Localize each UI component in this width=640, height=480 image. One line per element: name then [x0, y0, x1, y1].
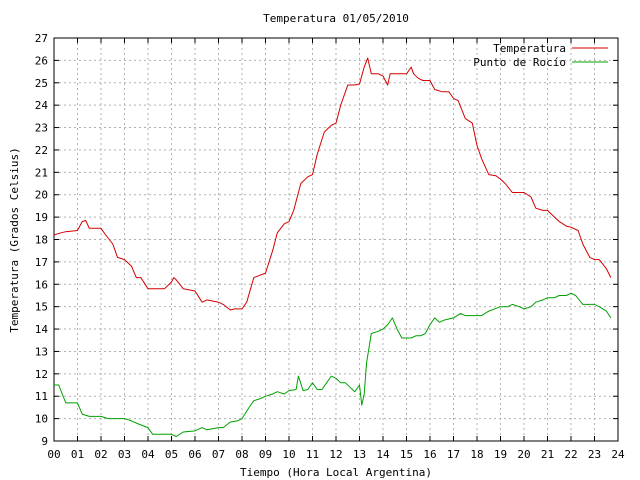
- y-tick-label: 13: [35, 345, 48, 358]
- x-tick-label: 04: [141, 448, 155, 461]
- grid-lines: [54, 38, 618, 441]
- x-tick-label: 20: [517, 448, 530, 461]
- x-tick-label: 17: [447, 448, 460, 461]
- x-tick-label: 16: [423, 448, 436, 461]
- y-tick-label: 22: [35, 144, 48, 157]
- x-tick-label: 21: [541, 448, 554, 461]
- x-tick-label: 02: [94, 448, 107, 461]
- x-tick-label: 22: [564, 448, 577, 461]
- x-tick-label: 23: [588, 448, 601, 461]
- legend-entry-punto-de-rocio: Punto de Rocío: [473, 56, 608, 69]
- axis-ticks: [53, 37, 619, 442]
- x-tick-label: 11: [306, 448, 319, 461]
- x-tick-label: 10: [282, 448, 295, 461]
- y-tick-label: 12: [35, 368, 48, 381]
- x-tick-label: 19: [494, 448, 507, 461]
- x-tick-label: 00: [47, 448, 60, 461]
- x-tick-label: 13: [353, 448, 366, 461]
- x-axis-title: Tiempo (Hora Local Argentina): [240, 466, 432, 479]
- y-axis-tick-labels: 9 10 11 12 13 14 15 16 17 18 19 20 21 22 23 24 25 26 27: [35, 32, 49, 448]
- legend-entry-temperatura: Temperatura: [493, 42, 608, 55]
- y-tick-label: 15: [35, 301, 48, 314]
- y-tick-label: 14: [35, 323, 49, 336]
- y-tick-label: 17: [35, 256, 48, 269]
- y-tick-label: 23: [35, 122, 48, 135]
- y-tick-label: 10: [35, 413, 48, 426]
- x-tick-label: 12: [329, 448, 342, 461]
- x-tick-label: 14: [376, 448, 390, 461]
- y-tick-label: 18: [35, 234, 48, 247]
- x-tick-label: 05: [165, 448, 178, 461]
- y-tick-label: 27: [35, 32, 48, 45]
- series-line-temperatura: [53, 57, 612, 311]
- y-axis-title: Temperatura (Grados Celsius): [8, 147, 21, 332]
- y-tick-label: 11: [35, 390, 48, 403]
- y-tick-label: 21: [35, 166, 48, 179]
- legend-label-punto-de-rocio: Punto de Rocío: [473, 56, 566, 69]
- legend-label-temperatura: Temperatura: [493, 42, 566, 55]
- y-tick-label: 24: [35, 99, 49, 112]
- chart-title: Temperatura 01/05/2010: [263, 12, 409, 25]
- x-tick-label: 09: [259, 448, 272, 461]
- legend: Temperatura Punto de Rocío: [473, 42, 608, 69]
- x-tick-label: 07: [212, 448, 225, 461]
- x-tick-label: 18: [470, 448, 483, 461]
- x-tick-label: 01: [71, 448, 84, 461]
- y-tick-label: 25: [35, 77, 48, 90]
- y-tick-label: 26: [35, 54, 48, 67]
- x-tick-label: 03: [118, 448, 131, 461]
- x-tick-label: 08: [235, 448, 248, 461]
- y-tick-label: 9: [41, 435, 48, 448]
- x-tick-label: 06: [188, 448, 201, 461]
- y-tick-label: 16: [35, 278, 48, 291]
- x-tick-label: 24: [611, 448, 625, 461]
- x-tick-label: 15: [400, 448, 413, 461]
- y-tick-label: 19: [35, 211, 48, 224]
- x-axis-tick-labels: 00 01 02 03 04 05 06 07 08 09 10 11 12 13 14 15 16 17 18 19…: [47, 448, 625, 461]
- y-tick-label: 20: [35, 189, 48, 202]
- series-lines: [53, 57, 612, 437]
- series-line-punto-de-rocio: [54, 292, 612, 437]
